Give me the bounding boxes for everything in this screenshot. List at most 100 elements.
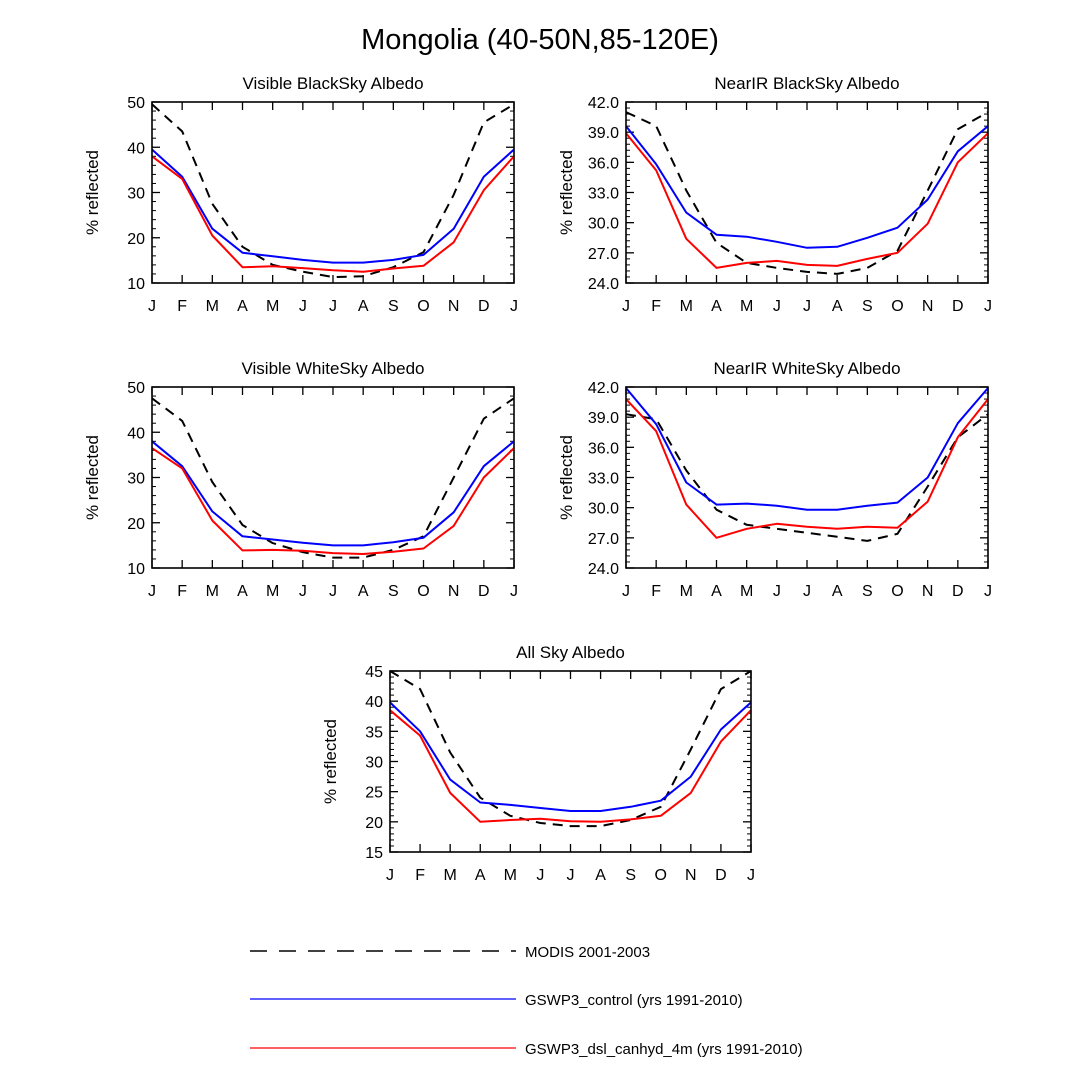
y-axis-label: % reflected xyxy=(557,435,576,520)
series-line-canhyd xyxy=(389,709,752,823)
x-tick-label: N xyxy=(685,867,697,884)
x-tick-label: D xyxy=(478,583,490,600)
y-tick-label: 36.0 xyxy=(588,155,619,172)
panel-1: Visible BlackSky Albedo % reflected 10 20 30… xyxy=(83,74,518,315)
legend-label: GSWP3_control (yrs 1991-2010) xyxy=(525,992,743,1009)
y-tick-label: 24.0 xyxy=(588,561,619,578)
panel-5: All Sky Albedo % reflected 15 20 25 30 35 40 45 J… xyxy=(321,643,755,884)
series-line-canhyd xyxy=(151,155,515,273)
panel-3: Visible WhiteSky Albedo % reflected 10 20 30… xyxy=(83,359,518,600)
y-tick-label: 42.0 xyxy=(588,95,619,112)
x-tick-label: M xyxy=(740,298,753,315)
x-tick-label: A xyxy=(358,583,369,600)
series-line-control xyxy=(625,387,989,511)
plot-frame xyxy=(389,670,752,853)
y-tick-label: 45 xyxy=(365,664,383,681)
plot-frame xyxy=(151,101,515,284)
x-tick-label: F xyxy=(415,867,425,884)
y-tick-label: 50 xyxy=(127,380,145,397)
y-tick-label: 10 xyxy=(127,276,145,293)
panel-title: Visible WhiteSky Albedo xyxy=(241,359,424,378)
x-tick-label: J xyxy=(299,298,307,315)
x-tick-label: D xyxy=(715,867,727,884)
x-tick-label: N xyxy=(448,583,460,600)
y-axis-label: % reflected xyxy=(83,150,102,235)
x-tick-label: N xyxy=(448,298,460,315)
panel-2: NearIR BlackSky Albedo % reflected 24.0 27.… xyxy=(557,74,992,315)
y-tick-label: 30 xyxy=(365,755,383,772)
x-tick-label: J xyxy=(329,583,337,600)
y-tick-label: 30.0 xyxy=(588,216,619,233)
x-tick-label: S xyxy=(625,867,636,884)
y-tick-label: 35 xyxy=(365,724,383,741)
series-line-modis xyxy=(389,670,752,828)
y-tick-label: 30 xyxy=(127,471,145,488)
x-tick-label: J xyxy=(773,298,781,315)
x-tick-label: J xyxy=(510,298,518,315)
x-tick-label: O xyxy=(417,583,429,600)
y-tick-label: 40 xyxy=(365,694,383,711)
panel-title: All Sky Albedo xyxy=(516,643,625,662)
x-tick-label: J xyxy=(536,867,544,884)
series-line-canhyd xyxy=(625,398,989,539)
x-tick-label: N xyxy=(922,583,934,600)
x-tick-label: M xyxy=(206,583,219,600)
y-axis-label: % reflected xyxy=(83,435,102,520)
x-tick-label: A xyxy=(595,867,606,884)
x-tick-label: J xyxy=(984,298,992,315)
x-tick-label: J xyxy=(622,583,630,600)
y-tick-label: 33.0 xyxy=(588,471,619,488)
plot-frame xyxy=(625,386,989,569)
y-tick-label: 27.0 xyxy=(588,246,619,263)
x-tick-label: M xyxy=(680,298,693,315)
x-tick-label: J xyxy=(747,867,755,884)
x-tick-label: A xyxy=(711,298,722,315)
legend: MODIS 2001-2003 GSWP3_control (yrs 1991-2… xyxy=(250,944,803,1058)
y-tick-label: 36.0 xyxy=(588,440,619,457)
x-tick-label: J xyxy=(984,583,992,600)
x-tick-label: A xyxy=(711,583,722,600)
y-tick-label: 30.0 xyxy=(588,501,619,518)
x-tick-label: J xyxy=(329,298,337,315)
x-tick-label: O xyxy=(891,583,903,600)
x-tick-label: D xyxy=(478,298,490,315)
y-tick-label: 24.0 xyxy=(588,276,619,293)
x-tick-label: M xyxy=(266,298,279,315)
y-tick-label: 50 xyxy=(127,95,145,112)
series-line-canhyd xyxy=(151,447,515,555)
x-tick-label: F xyxy=(651,583,661,600)
x-tick-label: J xyxy=(510,583,518,600)
x-tick-label: O xyxy=(891,298,903,315)
x-tick-label: F xyxy=(177,298,187,315)
x-tick-label: A xyxy=(237,298,248,315)
x-tick-label: S xyxy=(862,298,873,315)
x-tick-label: M xyxy=(266,583,279,600)
y-tick-label: 42.0 xyxy=(588,380,619,397)
series-line-modis xyxy=(151,103,515,279)
panel-title: Visible BlackSky Albedo xyxy=(242,74,423,93)
x-tick-label: D xyxy=(952,583,964,600)
x-tick-label: S xyxy=(388,298,399,315)
y-tick-label: 39.0 xyxy=(588,410,619,427)
x-tick-label: N xyxy=(922,298,934,315)
y-tick-label: 20 xyxy=(127,516,145,533)
x-tick-label: M xyxy=(680,583,693,600)
series-line-modis xyxy=(625,413,989,542)
x-tick-label: F xyxy=(651,298,661,315)
y-tick-label: 39.0 xyxy=(588,125,619,142)
series-line-canhyd xyxy=(625,132,989,269)
x-tick-label: O xyxy=(655,867,667,884)
x-tick-label: J xyxy=(567,867,575,884)
x-tick-label: A xyxy=(475,867,486,884)
y-axis-label: % reflected xyxy=(321,719,340,804)
series-line-modis xyxy=(151,397,515,559)
x-tick-label: A xyxy=(358,298,369,315)
y-tick-label: 20 xyxy=(365,815,383,832)
y-tick-label: 40 xyxy=(127,140,145,157)
x-tick-label: A xyxy=(832,583,843,600)
series-line-modis xyxy=(625,111,989,275)
y-tick-label: 25 xyxy=(365,785,383,802)
x-tick-label: D xyxy=(952,298,964,315)
panel-title: NearIR WhiteSky Albedo xyxy=(713,359,900,378)
x-tick-label: J xyxy=(803,298,811,315)
